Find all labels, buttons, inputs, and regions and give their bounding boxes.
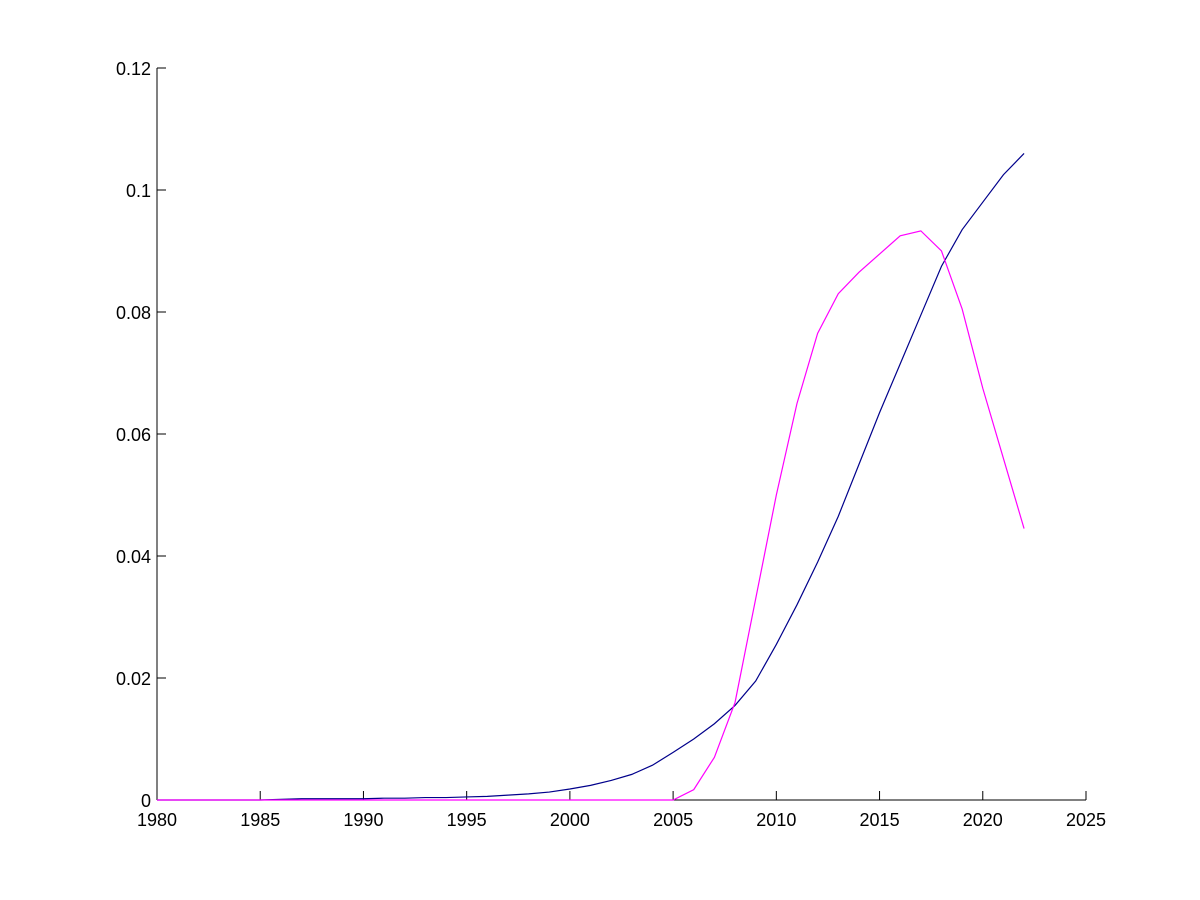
y-tick-label: 0.06 bbox=[116, 425, 151, 445]
x-tick-label: 2020 bbox=[963, 810, 1003, 830]
y-tick-label: 0.08 bbox=[116, 303, 151, 323]
x-tick-label: 2025 bbox=[1066, 810, 1106, 830]
x-tick-label: 1985 bbox=[240, 810, 280, 830]
x-tick-label: 1995 bbox=[447, 810, 487, 830]
x-tick-label: 2000 bbox=[550, 810, 590, 830]
y-tick-label: 0.02 bbox=[116, 669, 151, 689]
x-tick-label: 1990 bbox=[343, 810, 383, 830]
x-tick-label: 2010 bbox=[756, 810, 796, 830]
x-tick-label: 1980 bbox=[137, 810, 177, 830]
line-series bbox=[157, 152, 1025, 801]
x-tick-label: 2015 bbox=[860, 810, 900, 830]
y-tick-label: 0 bbox=[141, 791, 151, 811]
y-tick-label: 0.1 bbox=[126, 181, 151, 201]
line-series bbox=[157, 230, 1025, 801]
y-tick-label: 0.04 bbox=[116, 547, 151, 567]
x-tick-label: 2005 bbox=[653, 810, 693, 830]
y-tick-label: 0.12 bbox=[116, 59, 151, 79]
